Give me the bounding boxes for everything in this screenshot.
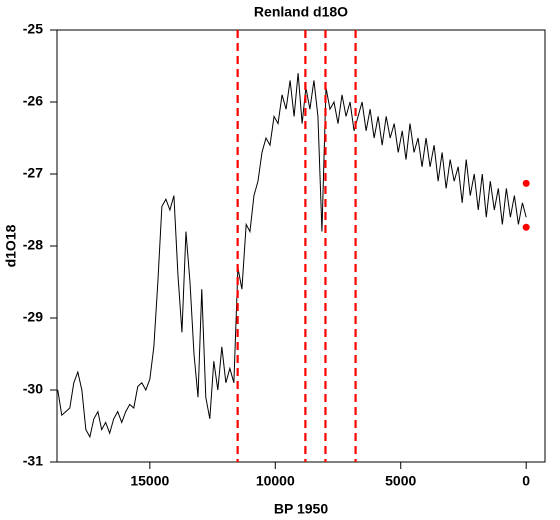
y-tick-label: -27 <box>23 165 43 181</box>
y-tick-label: -29 <box>23 309 43 325</box>
y-tick-label: -28 <box>23 237 43 253</box>
y-tick-label: -25 <box>23 21 43 37</box>
y-tick-label: -30 <box>23 381 43 397</box>
chart-title: Renland d18O <box>254 4 348 20</box>
x-tick-label: 5000 <box>385 473 416 489</box>
x-tick-label: 10000 <box>256 473 295 489</box>
y-tick-label: -31 <box>23 453 43 469</box>
x-tick-label: 0 <box>522 473 530 489</box>
x-axis-label: BP 1950 <box>274 501 328 517</box>
data-line <box>57 73 527 439</box>
y-axis-label: d1O18 <box>3 224 19 267</box>
red-point <box>522 179 530 187</box>
plot-frame <box>56 29 546 463</box>
red-point <box>522 223 530 231</box>
y-tick-label: -26 <box>23 93 43 109</box>
x-tick-label: 15000 <box>130 473 169 489</box>
